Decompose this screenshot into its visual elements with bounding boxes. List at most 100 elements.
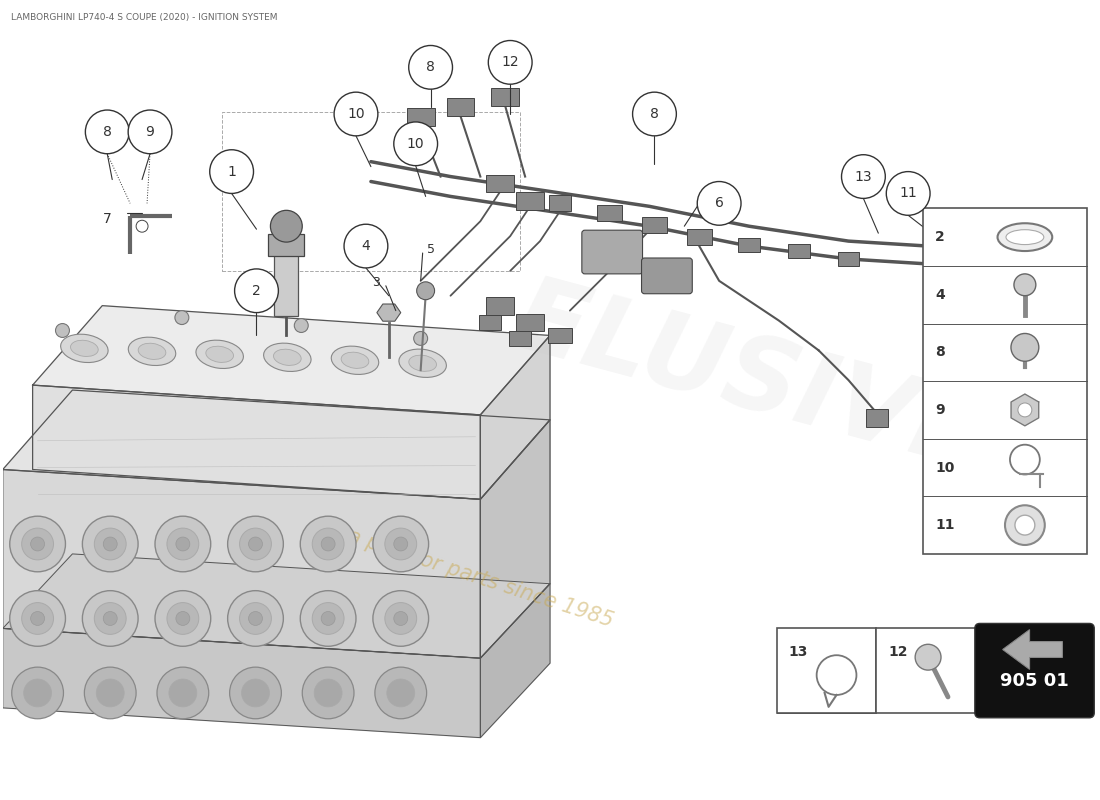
Bar [480, 315, 502, 330]
Circle shape [414, 331, 428, 346]
Text: 905 01: 905 01 [1000, 672, 1069, 690]
Ellipse shape [1006, 230, 1044, 245]
Text: 5: 5 [427, 242, 434, 255]
Ellipse shape [196, 340, 243, 369]
Text: LAMBORGHINI LP740-4 S COUPE (2020) - IGNITION SYSTEM: LAMBORGHINI LP740-4 S COUPE (2020) - IGN… [11, 13, 277, 22]
Circle shape [24, 679, 52, 707]
Circle shape [240, 602, 272, 634]
Text: 11: 11 [935, 518, 955, 532]
Circle shape [167, 528, 199, 560]
Text: 10: 10 [407, 137, 425, 150]
Polygon shape [3, 554, 550, 658]
Circle shape [344, 224, 388, 268]
Circle shape [249, 537, 263, 551]
Circle shape [176, 611, 190, 626]
Text: 9: 9 [145, 125, 154, 139]
Bar [923, 208, 1087, 554]
Circle shape [82, 516, 139, 572]
Circle shape [394, 537, 408, 551]
Polygon shape [377, 304, 400, 322]
Ellipse shape [331, 346, 378, 374]
Circle shape [302, 667, 354, 718]
Polygon shape [481, 584, 550, 738]
Ellipse shape [70, 340, 98, 357]
Circle shape [157, 667, 209, 718]
Circle shape [488, 41, 532, 84]
Bar [509, 331, 531, 346]
Bar [837, 252, 859, 266]
Circle shape [312, 528, 344, 560]
Circle shape [22, 528, 54, 560]
Circle shape [86, 110, 129, 154]
Bar [549, 195, 571, 211]
FancyBboxPatch shape [641, 258, 692, 294]
Circle shape [103, 537, 118, 551]
Circle shape [97, 679, 124, 707]
Ellipse shape [341, 352, 368, 368]
Circle shape [155, 516, 211, 572]
Polygon shape [1003, 630, 1063, 670]
Circle shape [387, 679, 415, 707]
Circle shape [55, 323, 69, 338]
Text: 13: 13 [789, 646, 808, 659]
Ellipse shape [139, 343, 166, 359]
Circle shape [249, 611, 263, 626]
Circle shape [228, 590, 284, 646]
Circle shape [915, 644, 940, 670]
Text: 3: 3 [372, 276, 379, 290]
Bar [447, 98, 474, 116]
Circle shape [1018, 403, 1032, 417]
Text: 2: 2 [252, 284, 261, 298]
Bar [516, 314, 544, 331]
Bar [268, 234, 305, 256]
Circle shape [312, 602, 344, 634]
Bar [867, 409, 889, 427]
Text: ELUSIVE: ELUSIVE [504, 269, 994, 491]
FancyBboxPatch shape [582, 230, 642, 274]
Circle shape [373, 590, 429, 646]
Circle shape [230, 667, 282, 718]
Text: 8: 8 [102, 125, 112, 139]
Circle shape [887, 171, 931, 215]
Bar [642, 218, 667, 233]
Circle shape [136, 220, 149, 232]
Circle shape [167, 602, 199, 634]
Circle shape [300, 516, 356, 572]
Bar [492, 88, 519, 106]
Circle shape [103, 611, 118, 626]
Circle shape [12, 667, 64, 718]
Text: 13: 13 [855, 170, 872, 183]
Circle shape [375, 667, 427, 718]
Circle shape [169, 679, 197, 707]
Ellipse shape [274, 349, 301, 366]
Text: 4: 4 [362, 239, 371, 253]
Circle shape [240, 528, 272, 560]
Polygon shape [3, 629, 481, 738]
Bar [777, 629, 877, 713]
Circle shape [95, 602, 126, 634]
Text: 12: 12 [889, 646, 908, 659]
Text: 2: 2 [935, 230, 945, 244]
Circle shape [155, 590, 211, 646]
Circle shape [321, 611, 336, 626]
Polygon shape [3, 390, 550, 499]
Bar [597, 206, 623, 222]
Circle shape [271, 210, 303, 242]
Text: 8: 8 [650, 107, 659, 121]
Circle shape [210, 150, 253, 194]
Text: 8: 8 [426, 60, 434, 74]
Circle shape [385, 528, 417, 560]
Text: 12: 12 [502, 55, 519, 70]
Circle shape [10, 516, 66, 572]
Circle shape [816, 655, 857, 695]
Polygon shape [481, 420, 550, 658]
Circle shape [697, 182, 741, 226]
Polygon shape [1011, 394, 1038, 426]
Text: 6: 6 [715, 196, 724, 210]
Text: 9: 9 [935, 403, 945, 417]
Bar [486, 297, 514, 314]
Text: 10: 10 [935, 461, 955, 474]
Ellipse shape [60, 334, 108, 362]
Circle shape [31, 611, 45, 626]
Circle shape [1005, 506, 1045, 545]
